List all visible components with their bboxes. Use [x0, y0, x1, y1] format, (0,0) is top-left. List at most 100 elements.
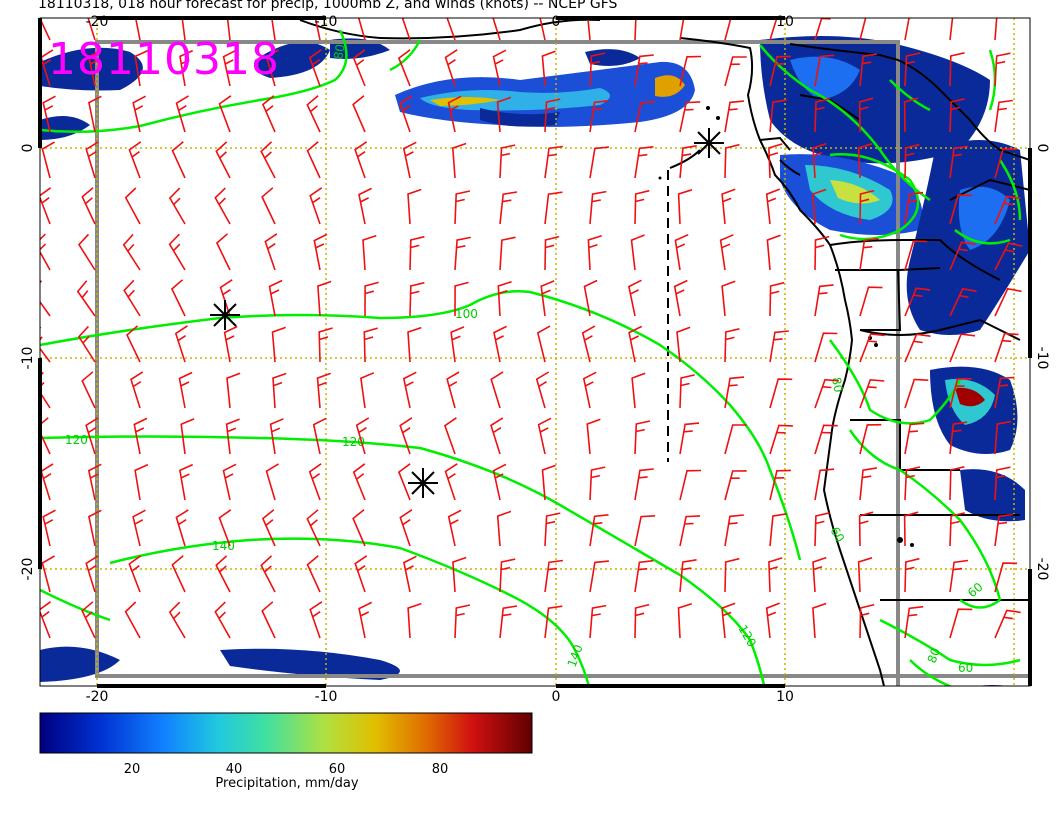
wind-barb	[589, 52, 606, 87]
coastline	[299, 18, 1030, 686]
wind-barb	[168, 233, 186, 271]
wind-barb	[814, 98, 830, 133]
wind-barb	[904, 466, 921, 501]
wind-barb	[544, 512, 561, 547]
wind-barb	[452, 556, 467, 593]
wind-barb	[812, 142, 827, 179]
wind-barb	[499, 558, 516, 593]
wind-barb	[994, 562, 1018, 593]
wind-barb	[175, 509, 189, 547]
lon-labels-top: -20 -10 0 10	[86, 14, 794, 30]
wind-barb	[397, 49, 411, 87]
wind-barb	[364, 281, 379, 317]
wind-barb	[904, 52, 921, 87]
wind-barb	[134, 463, 149, 501]
wind-barb	[308, 463, 322, 501]
wind-barb	[168, 187, 186, 225]
wind-barb	[306, 509, 321, 547]
wind-barb	[314, 18, 321, 41]
wind-barb	[949, 333, 976, 363]
wind-barb	[994, 466, 1011, 501]
wind-barb	[226, 18, 231, 41]
wind-barb	[724, 514, 744, 547]
wind-barb	[490, 371, 504, 409]
wind-barb	[492, 463, 507, 501]
wind-barb	[265, 463, 279, 501]
wind-barb	[589, 466, 606, 501]
wind-barb	[994, 195, 1021, 225]
wind-barb	[447, 95, 462, 133]
wind-barb	[994, 513, 1014, 547]
asterisk-marker	[210, 300, 240, 330]
wind-barb	[85, 141, 99, 179]
wind-barb	[768, 143, 783, 179]
wind-barb	[544, 145, 563, 179]
wind-barb	[859, 18, 867, 41]
wind-barb	[312, 417, 327, 455]
wind-barb	[40, 18, 51, 41]
wind-barbs	[40, 18, 1023, 639]
wind-barb	[679, 18, 691, 41]
wind-barb	[130, 371, 144, 409]
wind-barb	[128, 141, 142, 179]
wind-barb	[537, 417, 552, 455]
map-title: 18110318, 018 hour forecast for precip, …	[38, 0, 618, 12]
contour-label: 80	[925, 646, 943, 665]
lon-labels-bottom: -20 -10 0 10	[86, 689, 794, 705]
wind-barb	[814, 54, 835, 87]
wind-barb	[539, 18, 546, 41]
wind-barb	[949, 52, 965, 87]
wind-barb	[814, 284, 834, 317]
wind-barb	[409, 235, 425, 271]
wind-barb	[904, 422, 925, 455]
wind-barb	[215, 233, 231, 271]
wind-barb	[949, 378, 972, 409]
wind-barb	[132, 509, 146, 547]
wind-barb	[128, 555, 142, 593]
wind-barb	[499, 144, 516, 179]
wind-barb	[814, 332, 838, 363]
wind-barb	[492, 18, 501, 41]
wind-barb	[814, 424, 838, 455]
wind-barb	[170, 279, 186, 317]
lon-tick-label: -10	[315, 14, 338, 30]
wind-barb	[40, 463, 54, 501]
wind-barb	[994, 148, 1018, 179]
wind-barb	[589, 146, 609, 179]
wind-barb	[225, 418, 240, 455]
wind-barb	[904, 557, 920, 593]
wind-barb	[582, 371, 597, 409]
wind-barb	[318, 327, 333, 363]
wind-barb	[42, 95, 56, 133]
wind-barb	[769, 55, 792, 87]
wind-barb	[634, 18, 638, 41]
wind-barb	[814, 18, 831, 41]
wind-barb	[859, 467, 878, 501]
wind-barb	[541, 50, 556, 87]
wind-barb	[679, 374, 695, 409]
wind-barb	[268, 279, 283, 317]
wind-barb	[634, 189, 650, 225]
wind-barb	[859, 53, 878, 87]
wind-barb	[215, 141, 231, 179]
wind-barb	[264, 233, 278, 271]
wind-barb	[222, 49, 237, 87]
wind-barb	[634, 559, 654, 593]
wind-barb	[309, 601, 323, 639]
wind-barb	[222, 463, 237, 501]
wind-barb	[450, 326, 465, 363]
wind-barb	[454, 190, 471, 225]
contour-label: 60	[958, 661, 973, 675]
wind-barb	[814, 378, 839, 409]
wind-barb	[354, 555, 368, 593]
colorbar	[39, 712, 533, 754]
wind-barb	[814, 468, 835, 501]
wind-barb	[272, 372, 287, 409]
wind-barb	[126, 325, 141, 363]
wind-barb	[306, 141, 321, 179]
wind-barb	[496, 510, 512, 547]
wind-barb	[261, 187, 276, 225]
lon-tick-label: -20	[86, 689, 109, 705]
wind-barb	[589, 100, 609, 133]
